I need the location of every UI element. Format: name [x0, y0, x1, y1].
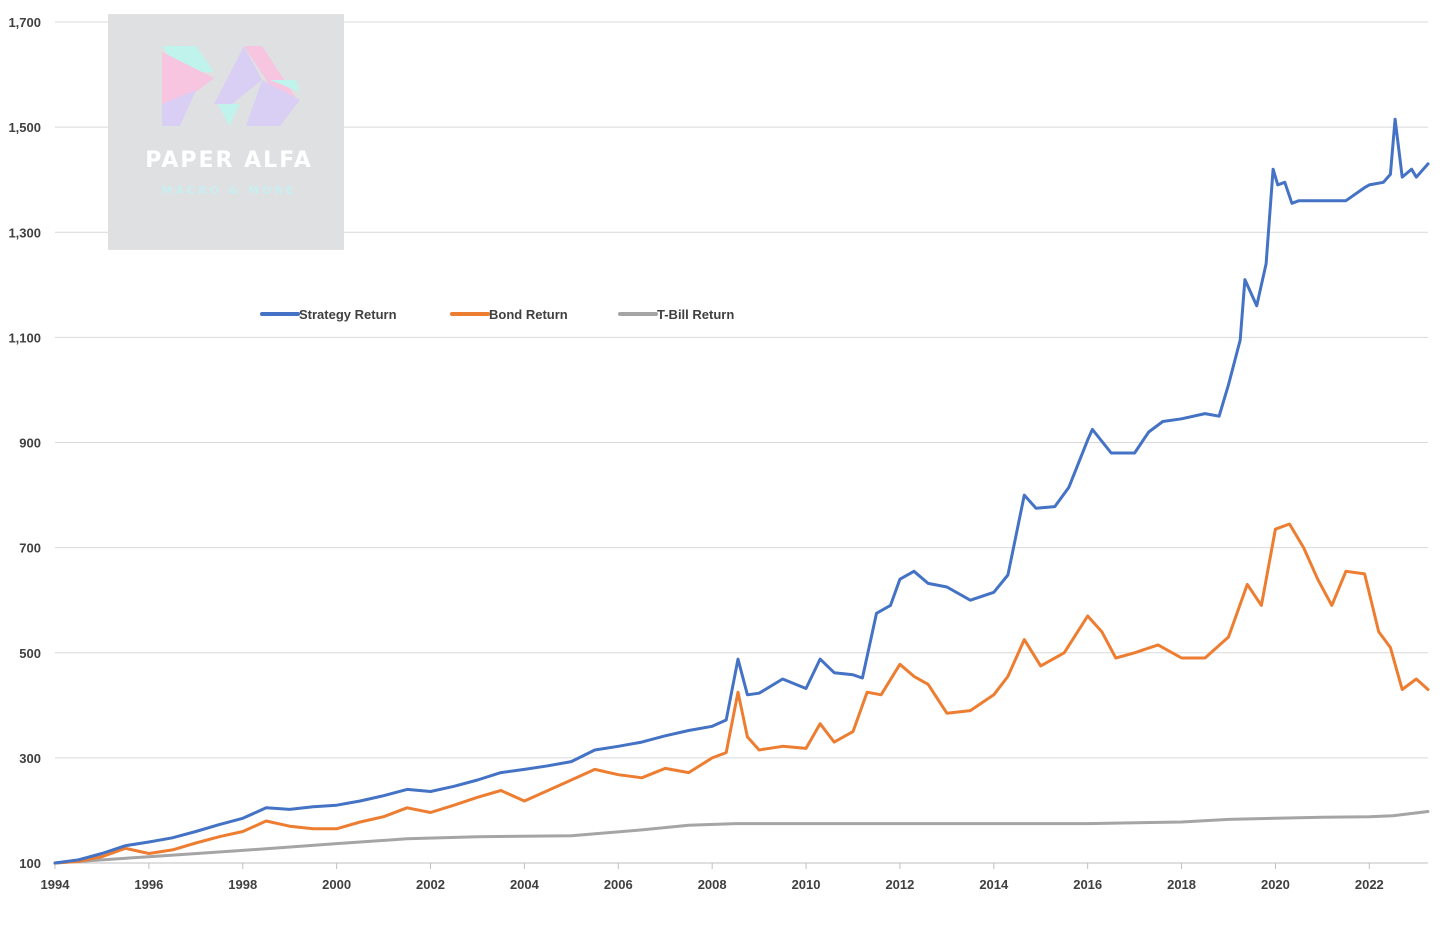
x-tick-label: 2002 — [416, 877, 445, 892]
series-lines — [53, 117, 1430, 865]
watermark-subtitle: MACRO & MORE — [162, 184, 297, 197]
y-tick-label: 1,300 — [8, 225, 41, 240]
x-tick-label: 2000 — [322, 877, 351, 892]
x-tick-label: 2022 — [1355, 877, 1384, 892]
y-tick-label: 500 — [19, 646, 41, 661]
y-tick-label: 300 — [19, 751, 41, 766]
paper-alfa-logo-icon — [162, 46, 300, 126]
tbill-return-line — [53, 810, 1430, 865]
x-tick-label: 1994 — [41, 877, 71, 892]
x-tick-label: 1998 — [228, 877, 257, 892]
legend-label: T-Bill Return — [657, 307, 734, 322]
watermark-box — [108, 14, 344, 250]
watermark: PAPER ALFA MACRO & MORE — [108, 14, 344, 250]
axes: 100 300 500 700 900 1,100 1,300 1,500 1,700 1994 1… — [8, 15, 1428, 892]
x-tick-label: 2020 — [1261, 877, 1290, 892]
y-tick-label: 1,100 — [8, 330, 41, 345]
y-tick-label: 1,700 — [8, 15, 41, 30]
watermark-title: PAPER ALFA — [145, 148, 312, 173]
bond-return-line — [53, 522, 1430, 865]
x-tick-label: 2018 — [1167, 877, 1196, 892]
strategy-return-line — [53, 117, 1430, 865]
x-tick-label: 1996 — [134, 877, 163, 892]
y-tick-label: 700 — [19, 541, 41, 556]
legend-bond-return: Bond Return — [450, 307, 568, 322]
legend: Strategy Return Bond Return T-Bill Return — [260, 307, 734, 322]
legend-strategy-return: Strategy Return — [260, 307, 397, 322]
x-tick-label: 2010 — [792, 877, 821, 892]
y-tick-label: 900 — [19, 436, 41, 451]
x-tick-label: 2006 — [604, 877, 633, 892]
legend-label: Strategy Return — [299, 307, 397, 322]
x-tick-label: 2012 — [885, 877, 914, 892]
legend-tbill-return: T-Bill Return — [618, 307, 734, 322]
legend-label: Bond Return — [489, 307, 568, 322]
x-tick-label: 2016 — [1073, 877, 1102, 892]
y-tick-label: 100 — [19, 856, 41, 871]
x-tick-label: 2014 — [979, 877, 1009, 892]
x-tick-label: 2008 — [698, 877, 727, 892]
y-tick-label: 1,500 — [8, 120, 41, 135]
x-tick-label: 2004 — [510, 877, 540, 892]
